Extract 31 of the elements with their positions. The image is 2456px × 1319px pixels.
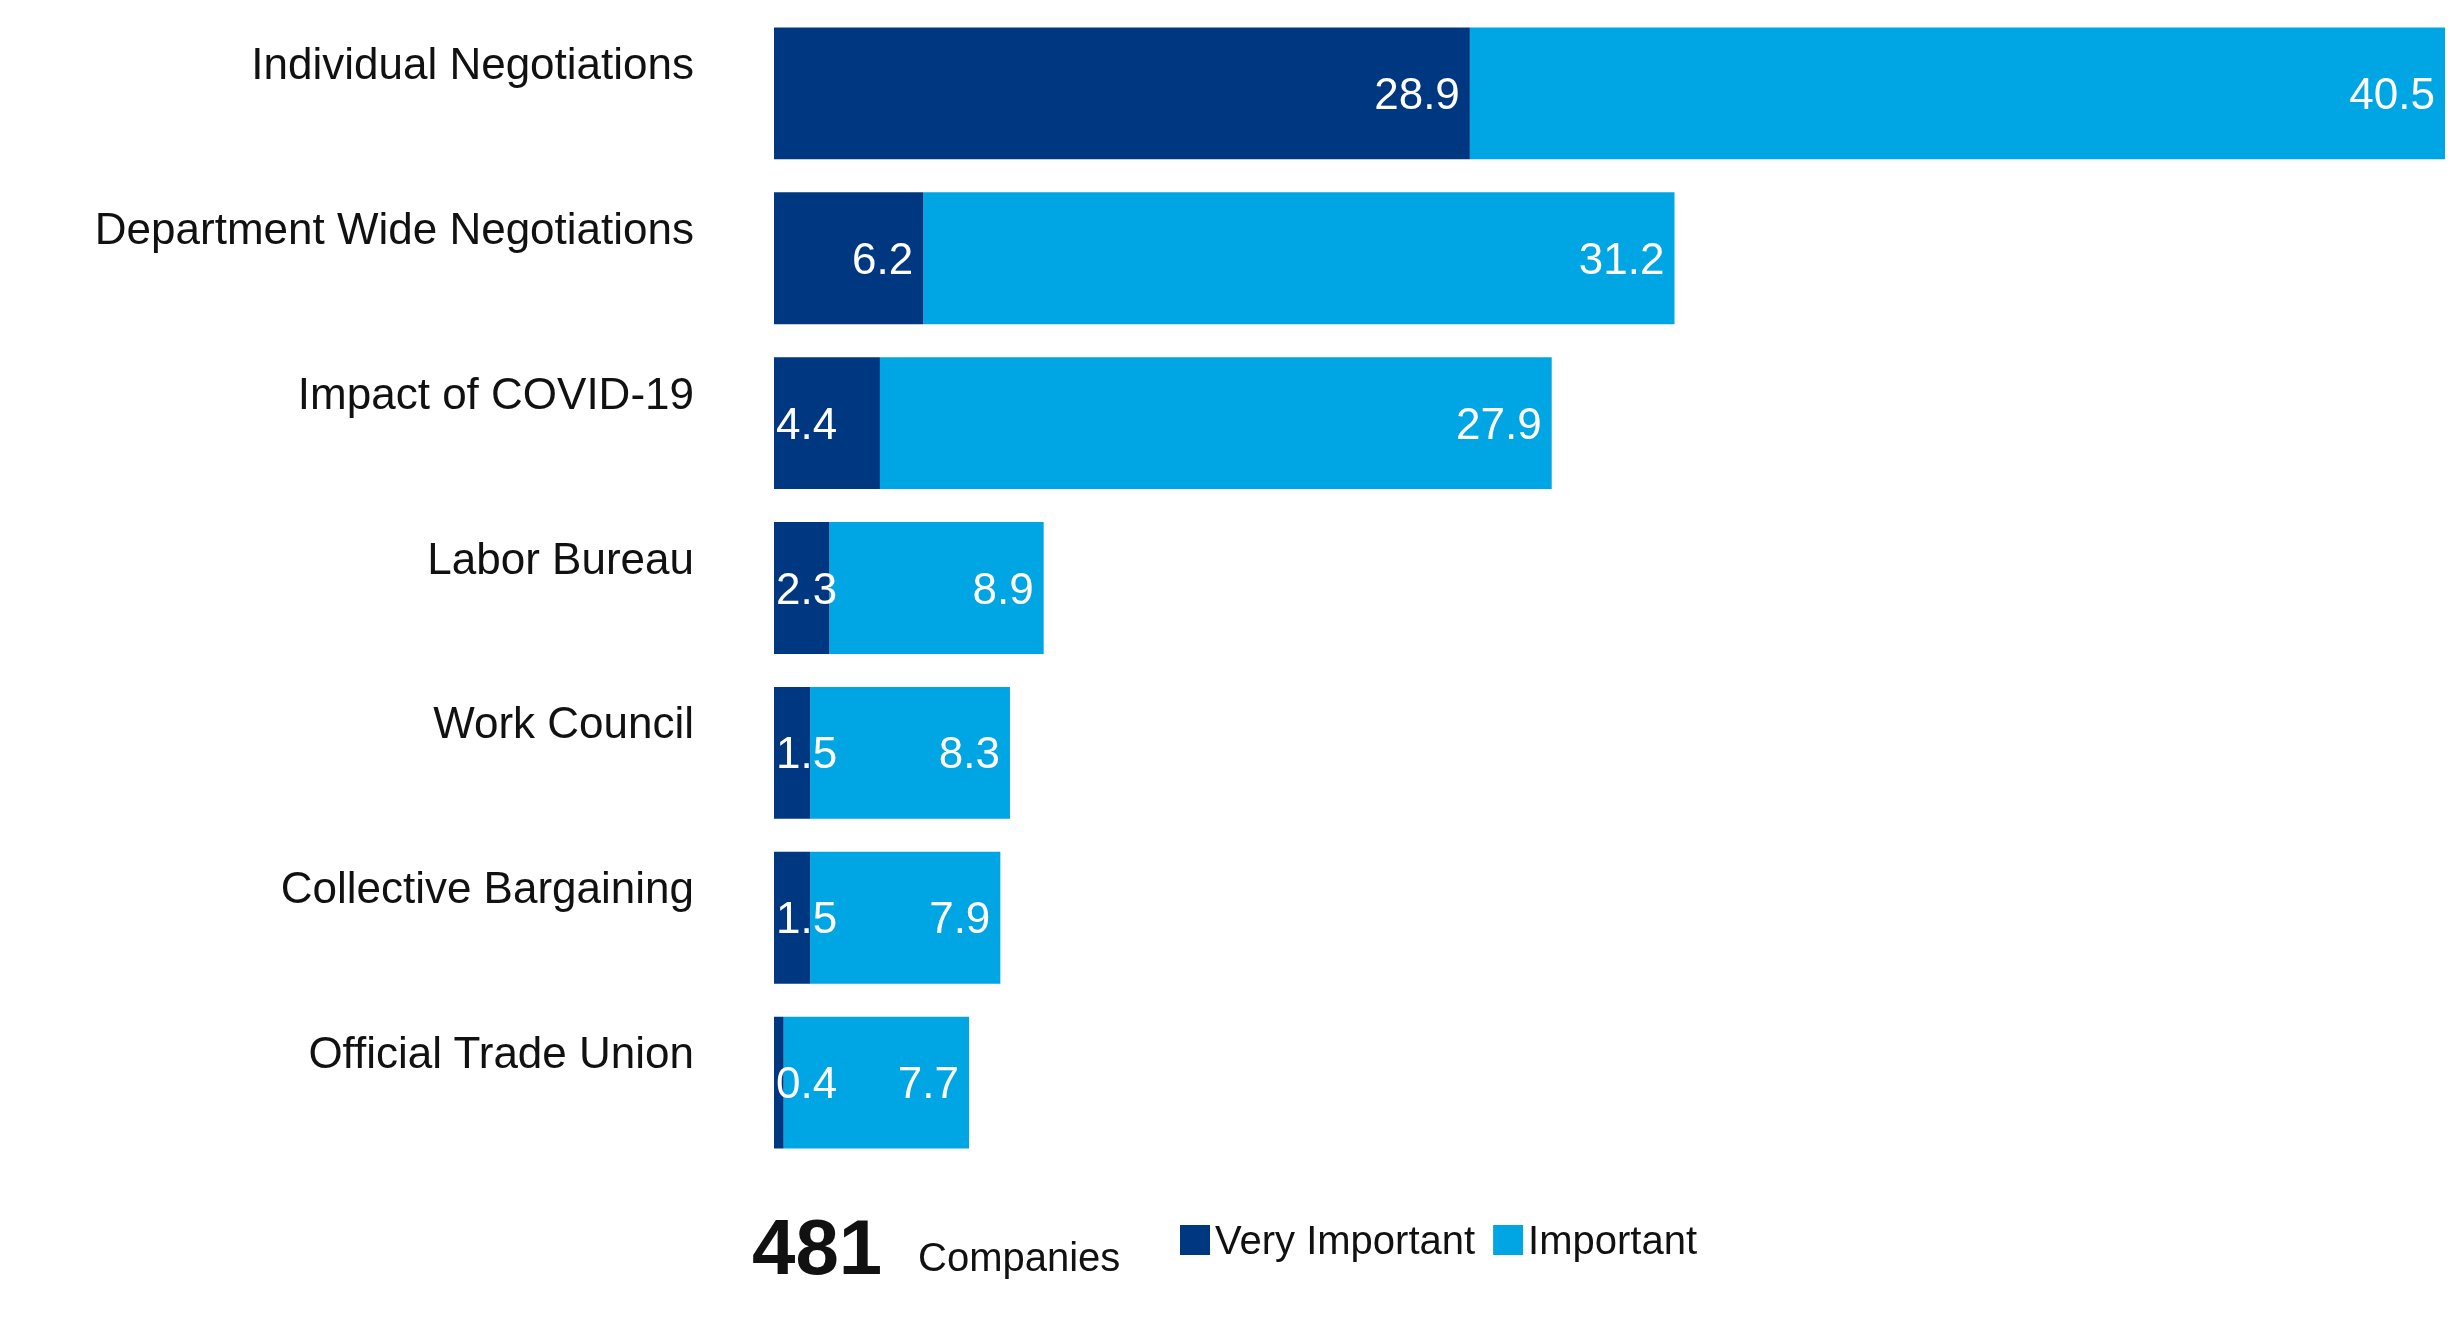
bar [774, 27, 1470, 160]
data-label: 28.9 [1374, 68, 1460, 118]
data-label: 40.5 [2349, 68, 2435, 118]
data-label: 31.2 [1578, 233, 1665, 283]
data-label: 1.5 [776, 893, 838, 943]
y-tick-label: Labor Bureau [427, 533, 694, 583]
text: 481 [752, 1203, 883, 1291]
data-label: 27.9 [1456, 398, 1542, 448]
data-label: 7.7 [897, 1058, 960, 1108]
bar [1469, 27, 2445, 160]
data-label: 0.4 [776, 1058, 838, 1108]
data-label: 6.2 [852, 233, 914, 283]
bar [774, 192, 924, 325]
y-tick-label: Individual Negotiations [251, 38, 694, 88]
y-tick-label: Impact of COVID-19 [297, 368, 694, 418]
y-tick-label: Department Wide Negotiations [94, 203, 694, 253]
data-label: 1.5 [776, 728, 838, 778]
text: Companies [918, 1235, 1121, 1279]
y-tick-label: Work Council [433, 698, 694, 748]
y-tick-label: Official Trade Union [308, 1028, 694, 1078]
y-tick-label: Collective Bargaining [280, 863, 694, 913]
legend-label: Important [1528, 1218, 1698, 1262]
data-label: 8.9 [972, 563, 1034, 613]
bar [879, 357, 1552, 490]
data-label: 8.3 [938, 728, 1000, 778]
bar [923, 192, 1675, 325]
data-label: 4.4 [776, 398, 838, 448]
data-label: 7.9 [929, 893, 991, 943]
bar [774, 357, 880, 490]
data-label: 2.3 [776, 563, 838, 613]
legend-label: Very Important [1215, 1218, 1476, 1262]
